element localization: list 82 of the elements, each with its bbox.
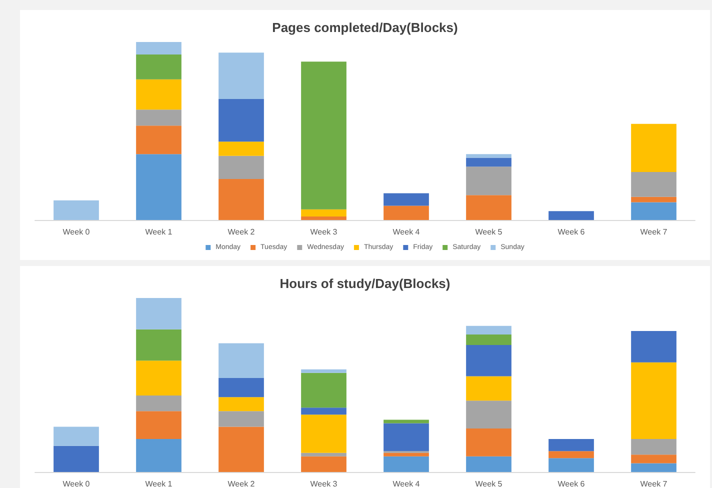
bar: [301, 408, 346, 415]
x-tick-label: Week 5: [475, 228, 503, 236]
x-tick-label: Week 6: [558, 480, 586, 488]
bar: [301, 62, 346, 210]
x-tick-label: Week 1: [145, 480, 173, 488]
bar: [218, 142, 264, 156]
bar: [136, 54, 182, 80]
bar: [136, 110, 182, 126]
bar: [466, 428, 512, 456]
bar: [384, 452, 429, 456]
bar: [301, 452, 346, 456]
bar: [631, 454, 676, 464]
bar: [218, 343, 264, 378]
bar: [301, 369, 346, 373]
bar: [136, 395, 182, 412]
x-tick-label: Week 6: [558, 228, 586, 236]
bar: [466, 158, 512, 167]
bar: [548, 451, 594, 458]
bar: [466, 376, 512, 401]
bar: [54, 446, 99, 472]
bar: [136, 360, 182, 396]
bar: [136, 329, 182, 361]
bar: [631, 331, 676, 362]
x-tick-label: Week 2: [228, 228, 256, 236]
bar: [384, 193, 429, 206]
bar: [466, 195, 512, 220]
bar: [466, 166, 512, 196]
x-tick-label: Week 4: [392, 228, 420, 236]
x-tick-label: Week 2: [228, 480, 256, 488]
bar: [548, 458, 594, 472]
bar: [218, 378, 264, 398]
bar: [301, 456, 346, 472]
bar: [218, 179, 264, 220]
bar: [301, 372, 346, 408]
bar: [631, 124, 676, 172]
bar: [631, 438, 676, 455]
bar: [218, 397, 264, 412]
bar: [384, 456, 429, 472]
bar: [301, 414, 346, 453]
bar: [136, 298, 182, 330]
bar: [301, 209, 346, 216]
bar: [466, 400, 512, 428]
x-tick-label: Week 5: [475, 480, 503, 488]
bar: [384, 206, 429, 220]
x-tick-label: Week 3: [310, 228, 338, 236]
bar: [218, 98, 264, 142]
bar: [384, 423, 429, 452]
bar: [136, 79, 182, 110]
bar: [466, 326, 512, 335]
bar: [548, 211, 594, 220]
x-tick-label: Week 3: [310, 480, 338, 488]
bar: [218, 52, 264, 99]
bar: [631, 202, 676, 220]
bar: [136, 154, 182, 220]
bar: [466, 456, 512, 472]
bar: [466, 154, 512, 158]
bar: [136, 42, 182, 54]
chart-title: Pages completed/Day(Blocks): [272, 20, 458, 35]
bar: [466, 334, 512, 345]
bar: [218, 411, 264, 427]
bar: [218, 426, 264, 472]
x-tick-label: Week 0: [62, 480, 90, 488]
bar: [136, 411, 182, 439]
x-tick-label: Week 7: [640, 228, 668, 236]
bar: [301, 216, 346, 220]
bar: [136, 438, 182, 472]
bar: [631, 172, 676, 197]
bar: [631, 362, 676, 439]
bar: [466, 344, 512, 376]
x-tick-label: Week 4: [392, 480, 420, 488]
chart-title: Hours of study/Day(Blocks): [280, 276, 450, 291]
x-tick-label: Week 7: [640, 480, 668, 488]
bar: [631, 196, 676, 202]
bar: [54, 200, 99, 220]
bar: [548, 438, 594, 452]
bar: [631, 463, 676, 472]
x-tick-label: Week 1: [145, 228, 173, 236]
bar: [218, 156, 264, 180]
bar: [136, 126, 182, 154]
x-tick-label: Week 0: [62, 228, 90, 236]
bar: [54, 426, 99, 446]
bar: [384, 420, 429, 424]
